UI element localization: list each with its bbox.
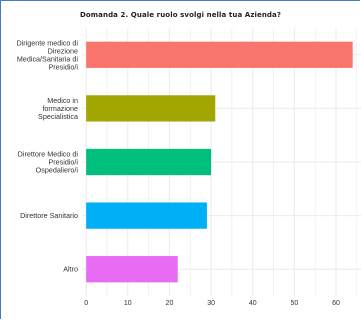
x-tick-label-0: 0 — [84, 300, 88, 307]
bar-3 — [86, 148, 212, 176]
x-tick-label-30: 30 — [207, 300, 215, 307]
x-tick-labels: 0 10 20 30 40 50 60 — [84, 300, 340, 307]
bar-1 — [86, 41, 353, 68]
x-tick-label-60: 60 — [332, 300, 340, 307]
category-label-3: Direttore Medico di Presidio/i Ospedaliero… — [18, 150, 79, 175]
category-label-4: Direttore Sanitario — [20, 211, 78, 220]
category-labels: Dirigente medico di Direzione Medica/Sanit… — [16, 38, 78, 273]
bar-2 — [86, 95, 216, 122]
x-tick-label-20: 20 — [166, 300, 174, 307]
chart-title: Domanda 2. Quale ruolo svolgi nella tua … — [79, 11, 282, 19]
bar-5 — [86, 256, 178, 283]
x-tick-label-10: 10 — [124, 300, 132, 307]
x-tick-label-50: 50 — [290, 300, 298, 307]
bars — [86, 41, 353, 283]
category-label-1: Dirigente medico di Direzione Medica/Sanit… — [16, 38, 78, 71]
x-tick-label-40: 40 — [249, 300, 257, 307]
category-label-5: Altro — [63, 265, 78, 274]
bar-4 — [86, 202, 207, 229]
category-label-2: Medico in formazione Specialistica — [38, 96, 78, 121]
